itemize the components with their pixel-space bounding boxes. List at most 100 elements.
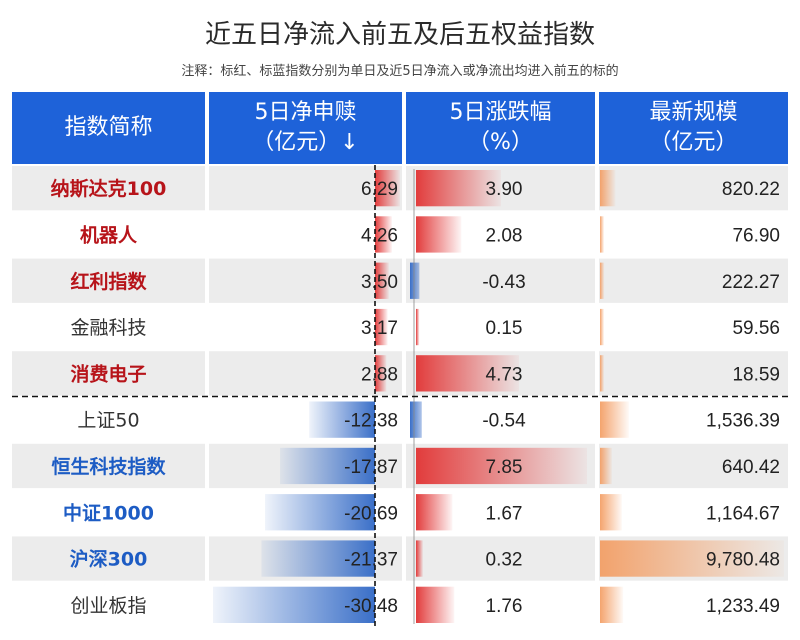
scale-bar	[600, 355, 604, 392]
table-cell-bg	[12, 490, 205, 535]
net-flow-label: 3.17	[361, 318, 398, 339]
change-pct-label: 1.67	[486, 503, 523, 524]
chart-title: 近五日净流入前五及后五权益指数	[204, 20, 595, 50]
table-cell-bg	[12, 351, 205, 396]
change-pct-label: 4.73	[486, 364, 523, 385]
index-name-label: 创业板指	[70, 595, 146, 617]
table-cell-bg	[599, 212, 788, 257]
index-name-label: 金融科技	[70, 317, 146, 339]
chart-note: 注释：标红、标蓝指数分别为单日及近5日净流入或净流出均进入前五的标的	[181, 64, 619, 79]
table-cell-bg	[12, 304, 205, 350]
change-bar	[416, 540, 423, 577]
scale-bar	[600, 447, 613, 485]
table-cell-bg	[599, 443, 788, 489]
latest-scale-label: 1,536.39	[706, 411, 780, 432]
change-bar	[416, 170, 501, 207]
flow-bar	[280, 447, 375, 485]
change-bar	[410, 262, 420, 299]
index-name-label: 中证1000	[63, 501, 154, 524]
change-pct-label: 7.85	[486, 457, 523, 478]
latest-scale-label: 1,164.67	[706, 503, 780, 524]
header-index-name: 指数简称	[12, 92, 205, 164]
change-pct-label: -0.43	[482, 272, 525, 293]
change-pct-label: 0.32	[486, 550, 523, 571]
table-cell-bg	[599, 582, 788, 627]
table-cell-bg	[599, 258, 788, 303]
header-net-flow-line1: 5日净申赎	[254, 100, 357, 125]
index-name-label: 沪深300	[70, 548, 148, 571]
latest-scale-label: 76.90	[732, 225, 780, 246]
table-cell-bg	[209, 351, 402, 396]
table-cell-bg	[209, 212, 402, 257]
change-pct-label: 0.15	[486, 318, 523, 339]
latest-scale-label: 59.56	[732, 318, 780, 339]
flow-bar	[375, 170, 400, 207]
scale-bar	[600, 494, 622, 531]
change-bar	[416, 586, 455, 623]
flow-bar	[375, 216, 392, 253]
table-cell-bg	[406, 397, 595, 442]
change-bar	[416, 447, 587, 485]
table-cell-bg	[599, 351, 788, 396]
header-latest-scale: 最新规模 （亿元）	[599, 92, 788, 164]
net-flow-label: -20.69	[344, 503, 398, 524]
table-cell-bg	[12, 258, 205, 303]
header-net-flow-line2: （亿元）↓	[252, 130, 359, 155]
change-pct-label: 2.08	[486, 225, 523, 246]
index-name-label: 机器人	[80, 224, 138, 246]
net-flow-label: -21.37	[344, 550, 398, 571]
latest-scale-label: 1,233.49	[706, 596, 780, 617]
table-cell-bg	[209, 166, 402, 211]
table-cell-bg	[406, 304, 595, 350]
header-net-flow: 5日净申赎 （亿元）↓	[209, 92, 402, 164]
net-flow-label: 3.50	[361, 272, 398, 293]
flow-bar	[375, 262, 389, 299]
header-latest-scale-line1: 最新规模	[649, 100, 738, 125]
table-cell-bg	[12, 212, 205, 257]
flow-bar	[375, 308, 388, 346]
change-bar	[410, 401, 422, 438]
table-cell-bg	[12, 166, 205, 211]
flow-bar	[213, 586, 375, 623]
scale-bar	[600, 586, 624, 623]
change-pct-label: -0.54	[482, 411, 526, 432]
index-name-label: 上证50	[77, 410, 139, 432]
net-flow-label: -30.48	[344, 596, 398, 617]
table-cell-bg	[599, 397, 788, 442]
table-cell-bg	[406, 258, 595, 303]
latest-scale-label: 9,780.48	[706, 550, 780, 571]
change-bar	[416, 216, 462, 253]
net-flow-label: -17.87	[344, 457, 398, 478]
header-change-pct: 5日涨跌幅 （%）	[406, 92, 595, 164]
change-bar	[416, 308, 420, 346]
flow-bar	[265, 494, 375, 531]
flow-bar	[375, 355, 387, 392]
latest-scale-label: 640.42	[722, 457, 780, 478]
index-name-label: 恒生科技指数	[51, 455, 166, 478]
header-change-pct-line1: 5日涨跌幅	[449, 100, 552, 125]
index-name-label: 消费电子	[70, 362, 146, 385]
table-cell-bg	[209, 304, 402, 350]
latest-scale-label: 222.27	[722, 272, 780, 293]
header-index-name-label: 指数简称	[64, 115, 153, 140]
scale-bar	[600, 216, 604, 253]
scale-bar	[600, 401, 629, 438]
index-name-label: 红利指数	[70, 270, 147, 293]
change-bar	[416, 494, 453, 531]
table-cell-bg	[12, 536, 205, 581]
table-cell-bg	[209, 258, 402, 303]
net-flow-label: 6.29	[361, 179, 398, 200]
change-pct-label: 1.76	[486, 596, 523, 617]
header-latest-scale-line2: （亿元）	[649, 130, 738, 155]
scale-bar	[600, 262, 605, 299]
flow-bar	[309, 401, 375, 438]
net-flow-label: -12.38	[344, 411, 398, 432]
scale-bar	[600, 540, 784, 577]
scale-bar	[600, 308, 604, 346]
index-name-label: 纳斯达克100	[51, 177, 167, 200]
table-cell-bg	[599, 490, 788, 535]
flow-bar	[261, 540, 375, 577]
table-cell-bg	[12, 443, 205, 489]
scale-bar	[600, 170, 616, 207]
